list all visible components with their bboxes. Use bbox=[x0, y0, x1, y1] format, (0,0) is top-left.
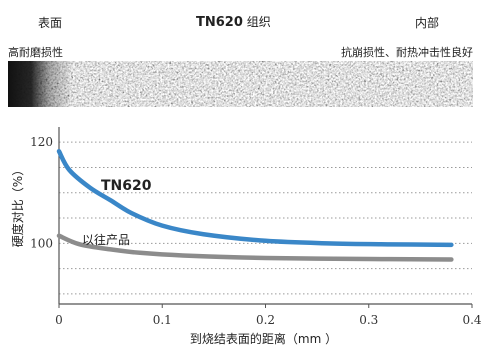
microstructure-image bbox=[8, 61, 473, 107]
x-tick-label: 0.3 bbox=[359, 313, 378, 327]
series-label-conventional: 以往产品 bbox=[82, 232, 130, 247]
x-tick-label: 0.2 bbox=[256, 313, 275, 327]
x-axis-title: 到烧结表面的距离（mm ） bbox=[190, 331, 337, 346]
toughness-caption: 抗崩损性、耐热冲击性良好 bbox=[341, 46, 473, 59]
wear-resistance-caption: 高耐磨损性 bbox=[8, 46, 63, 59]
structure-title-grade: TN620 bbox=[196, 15, 243, 30]
series-line-tn620 bbox=[56, 149, 454, 248]
y-axis-title: 硬度对比（%） bbox=[10, 164, 25, 247]
x-tick-label: 0 bbox=[55, 313, 63, 327]
series-line-conventional bbox=[56, 233, 454, 262]
structure-title-suffix: 组织 bbox=[246, 15, 271, 29]
header-structure-title: TN620 组织 bbox=[196, 13, 271, 30]
x-tick-label: 0.4 bbox=[462, 313, 481, 327]
y-tick-label: 120 bbox=[30, 135, 53, 149]
y-tick-label: 100 bbox=[30, 236, 53, 250]
header-surface-label: 表面 bbox=[38, 16, 63, 30]
series-label-tn620: TN620 bbox=[101, 178, 152, 194]
x-tick-label: 0.1 bbox=[153, 313, 172, 327]
header-interior-label: 内部 bbox=[415, 16, 440, 30]
